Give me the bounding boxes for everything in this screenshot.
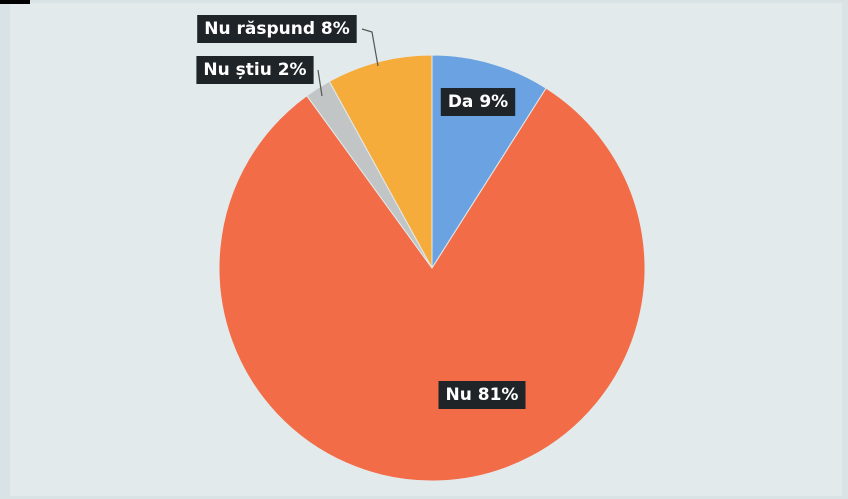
pie-label-text-nu-raspund: Nu răspund 8% [204, 19, 350, 39]
pie-label-box-nu-raspund [197, 15, 357, 43]
pie-label-box-nu [438, 381, 526, 409]
pie-slices [218, 54, 646, 482]
pie-label-box-da [440, 88, 516, 116]
corner-mark [0, 0, 30, 4]
pie-label-text-da: Da 9% [448, 92, 508, 112]
leader-line-nu-raspund [361, 28, 379, 67]
pie-slice-nu-raspund [328, 54, 433, 269]
pie-label-nu-raspund: Nu răspund 8% [197, 15, 357, 43]
pie-label-text-nu: Nu 81% [446, 385, 519, 405]
pie-label-nu: Nu 81% [438, 381, 526, 409]
pie-label-da: Da 9% [440, 88, 516, 116]
pie-label-nu-stiu: Nu știu 2% [196, 56, 314, 84]
pie-label-box-nu-stiu [196, 56, 314, 84]
pie-labels: Da 9% Nu 81% Nu știu 2% Nu răspund 8% [196, 15, 526, 409]
pie-slice-nu [218, 87, 646, 482]
leader-line-nu-stiu [317, 69, 323, 97]
pie-label-text-nu-stiu: Nu știu 2% [203, 60, 306, 80]
